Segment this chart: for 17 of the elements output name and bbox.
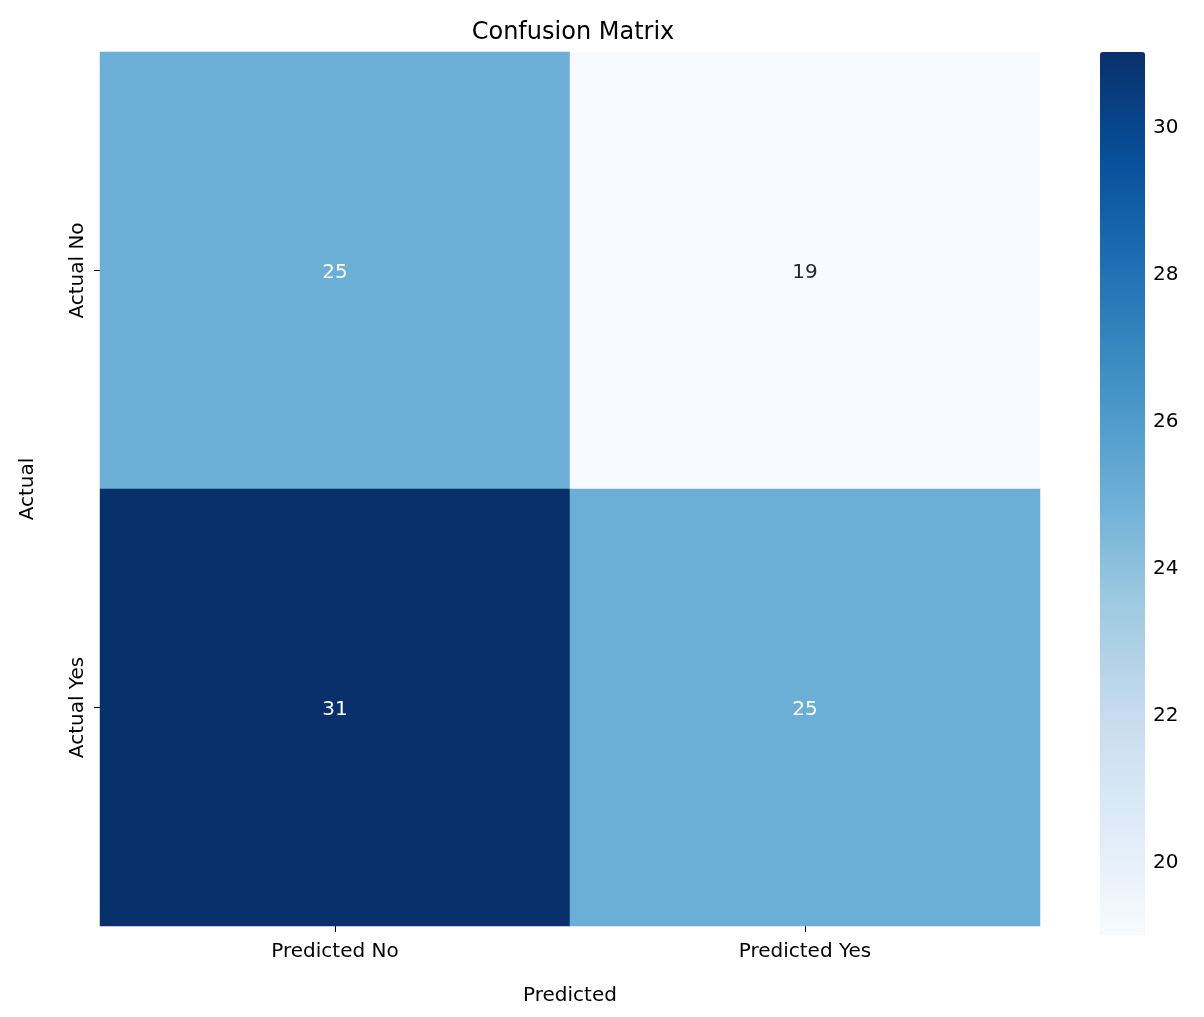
color-bar-label: 30 bbox=[1153, 113, 1179, 138]
x-axis-title: Predicted bbox=[523, 982, 617, 1006]
color-bar-label: 26 bbox=[1153, 407, 1179, 432]
color-bar-label: 20 bbox=[1153, 849, 1179, 874]
data-label: 31 bbox=[322, 695, 348, 720]
color-bar-label: 22 bbox=[1153, 702, 1179, 727]
data-label: 25 bbox=[792, 695, 818, 720]
data-label: 25 bbox=[322, 258, 348, 283]
y-tick-label: Actual Yes bbox=[64, 656, 88, 759]
color-bar-label: 24 bbox=[1153, 555, 1179, 580]
color-bar-label: 28 bbox=[1153, 260, 1179, 285]
chart-title: Confusion Matrix bbox=[471, 17, 675, 45]
y-axis-title: Actual bbox=[14, 457, 38, 521]
data-label: 19 bbox=[792, 258, 818, 283]
x-tick-label: Predicted Yes bbox=[738, 938, 872, 962]
x-tick-label: Predicted No bbox=[271, 938, 399, 962]
y-tick-label: Actual No bbox=[64, 222, 88, 319]
